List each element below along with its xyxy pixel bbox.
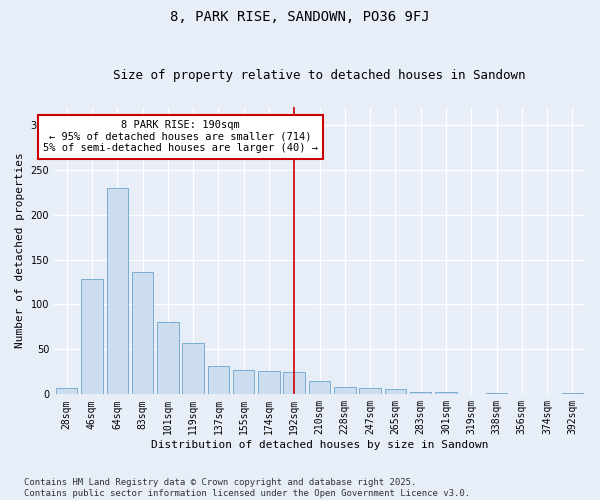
Bar bbox=[562, 392, 583, 394]
Text: Contains HM Land Registry data © Crown copyright and database right 2025.
Contai: Contains HM Land Registry data © Crown c… bbox=[24, 478, 470, 498]
Bar bbox=[182, 343, 204, 394]
Bar bbox=[359, 388, 381, 394]
Bar bbox=[309, 381, 330, 394]
Bar bbox=[385, 389, 406, 394]
Bar bbox=[283, 372, 305, 394]
Bar bbox=[233, 370, 254, 394]
Bar bbox=[435, 392, 457, 394]
Bar bbox=[410, 392, 431, 394]
Bar bbox=[81, 280, 103, 394]
Text: 8, PARK RISE, SANDOWN, PO36 9FJ: 8, PARK RISE, SANDOWN, PO36 9FJ bbox=[170, 10, 430, 24]
Bar bbox=[258, 371, 280, 394]
Bar bbox=[132, 272, 153, 394]
Title: Size of property relative to detached houses in Sandown: Size of property relative to detached ho… bbox=[113, 69, 526, 82]
Bar bbox=[56, 388, 77, 394]
Text: 8 PARK RISE: 190sqm
← 95% of detached houses are smaller (714)
5% of semi-detach: 8 PARK RISE: 190sqm ← 95% of detached ho… bbox=[43, 120, 318, 154]
Bar bbox=[107, 188, 128, 394]
X-axis label: Distribution of detached houses by size in Sandown: Distribution of detached houses by size … bbox=[151, 440, 488, 450]
Bar bbox=[157, 322, 179, 394]
Bar bbox=[208, 366, 229, 394]
Y-axis label: Number of detached properties: Number of detached properties bbox=[15, 152, 25, 348]
Bar bbox=[334, 387, 356, 394]
